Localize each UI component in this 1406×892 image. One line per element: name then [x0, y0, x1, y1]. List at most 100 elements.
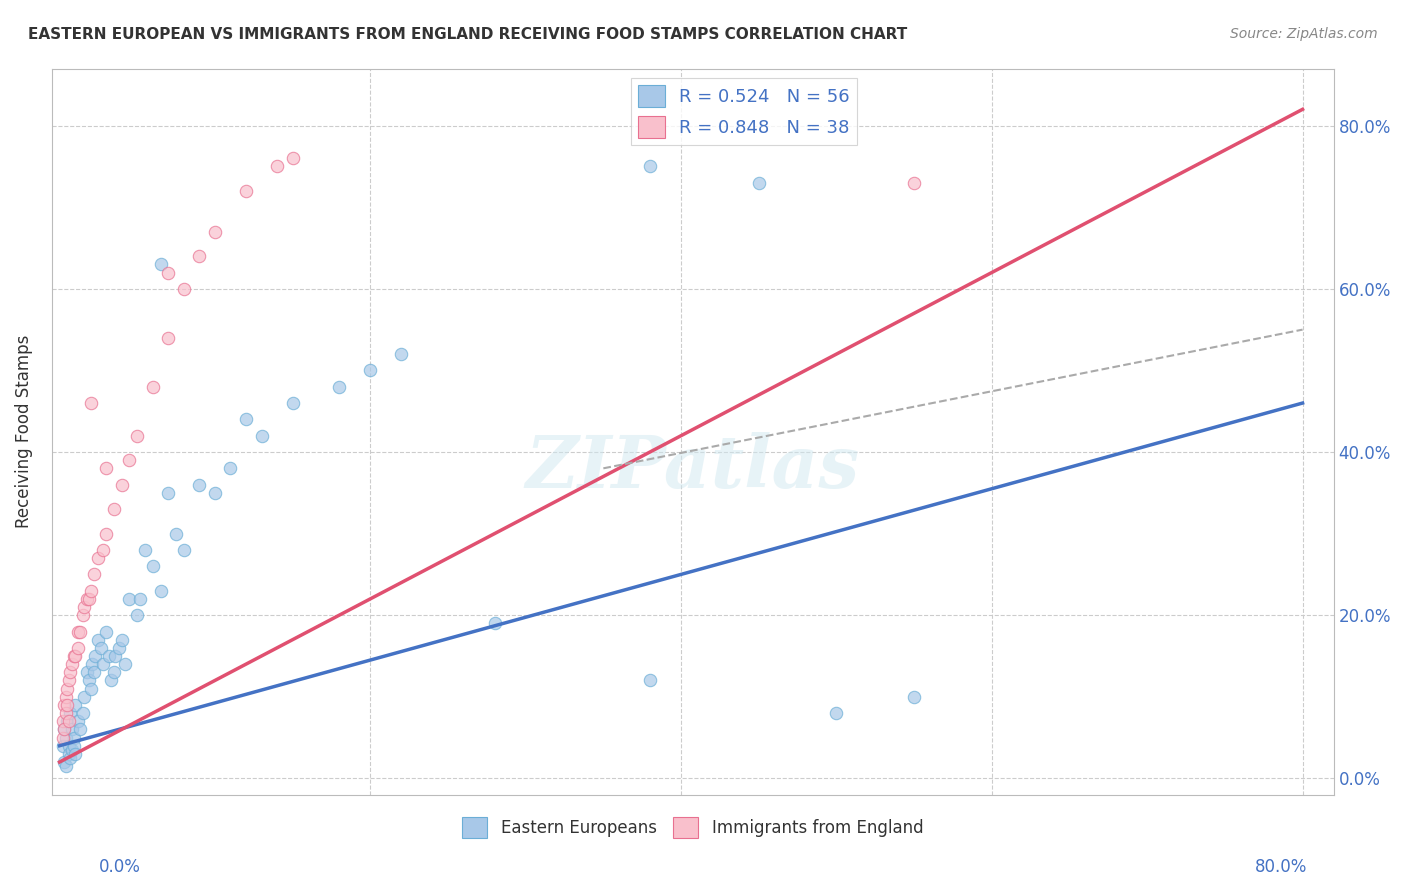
Point — [76, 591, 98, 606]
Point — [53, 723, 76, 737]
Point — [87, 632, 110, 647]
Point — [94, 624, 117, 639]
Point — [72, 706, 94, 720]
Point — [58, 747, 80, 761]
Point — [60, 743, 83, 757]
Point — [638, 673, 661, 688]
Point — [127, 428, 149, 442]
Point — [79, 396, 101, 410]
Point — [53, 698, 76, 712]
Point — [188, 249, 211, 263]
Point — [82, 657, 104, 672]
Point — [903, 176, 925, 190]
Point — [94, 526, 117, 541]
Point — [52, 739, 75, 753]
Point — [63, 648, 86, 663]
Point — [76, 665, 98, 680]
Point — [157, 485, 180, 500]
Point — [149, 583, 172, 598]
Point — [328, 380, 350, 394]
Point — [173, 282, 195, 296]
Point — [79, 681, 101, 696]
Point — [90, 640, 112, 655]
Point — [389, 347, 412, 361]
Point — [53, 755, 76, 769]
Point — [67, 640, 90, 655]
Point — [157, 331, 180, 345]
Point — [91, 657, 114, 672]
Point — [83, 567, 105, 582]
Point — [56, 714, 79, 729]
Point — [58, 714, 80, 729]
Point — [219, 461, 242, 475]
Point — [84, 648, 107, 663]
Point — [58, 739, 80, 753]
Point — [359, 363, 381, 377]
Text: 0.0%: 0.0% — [98, 858, 141, 876]
Point — [52, 731, 75, 745]
Point — [103, 502, 125, 516]
Point — [60, 723, 83, 737]
Text: Source: ZipAtlas.com: Source: ZipAtlas.com — [1230, 27, 1378, 41]
Text: 80.0%: 80.0% — [1256, 858, 1308, 876]
Point — [204, 225, 226, 239]
Point — [107, 640, 129, 655]
Point — [134, 543, 156, 558]
Point — [59, 751, 82, 765]
Point — [73, 600, 96, 615]
Point — [62, 648, 84, 663]
Point — [69, 624, 91, 639]
Point — [173, 543, 195, 558]
Point — [69, 723, 91, 737]
Point — [91, 543, 114, 558]
Point — [100, 673, 122, 688]
Point — [98, 648, 121, 663]
Point — [60, 657, 83, 672]
Point — [56, 698, 79, 712]
Point — [55, 731, 77, 745]
Point — [281, 151, 304, 165]
Point — [55, 706, 77, 720]
Point — [118, 453, 141, 467]
Point — [53, 723, 76, 737]
Point — [77, 673, 100, 688]
Text: ZIPatlas: ZIPatlas — [526, 433, 859, 503]
Point — [118, 591, 141, 606]
Point — [266, 160, 288, 174]
Point — [55, 759, 77, 773]
Point — [56, 681, 79, 696]
Point — [638, 160, 661, 174]
Point — [77, 591, 100, 606]
Legend: Eastern Europeans, Immigrants from England: Eastern Europeans, Immigrants from Engla… — [456, 811, 929, 845]
Point — [67, 624, 90, 639]
Point — [149, 257, 172, 271]
Point — [63, 747, 86, 761]
Point — [142, 380, 165, 394]
Point — [79, 583, 101, 598]
Point — [127, 608, 149, 623]
Point — [104, 648, 127, 663]
Point — [165, 526, 187, 541]
Point — [72, 608, 94, 623]
Point — [103, 665, 125, 680]
Point — [281, 396, 304, 410]
Point — [67, 714, 90, 729]
Point — [62, 739, 84, 753]
Point — [114, 657, 136, 672]
Point — [204, 485, 226, 500]
Point — [87, 551, 110, 566]
Point — [62, 731, 84, 745]
Point — [111, 632, 134, 647]
Point — [59, 706, 82, 720]
Y-axis label: Receiving Food Stamps: Receiving Food Stamps — [15, 334, 32, 528]
Point — [235, 184, 257, 198]
Point — [157, 265, 180, 279]
Point — [111, 477, 134, 491]
Point — [748, 176, 770, 190]
Point — [94, 461, 117, 475]
Point — [59, 665, 82, 680]
Point — [73, 690, 96, 704]
Point — [142, 559, 165, 574]
Point — [83, 665, 105, 680]
Point — [55, 690, 77, 704]
